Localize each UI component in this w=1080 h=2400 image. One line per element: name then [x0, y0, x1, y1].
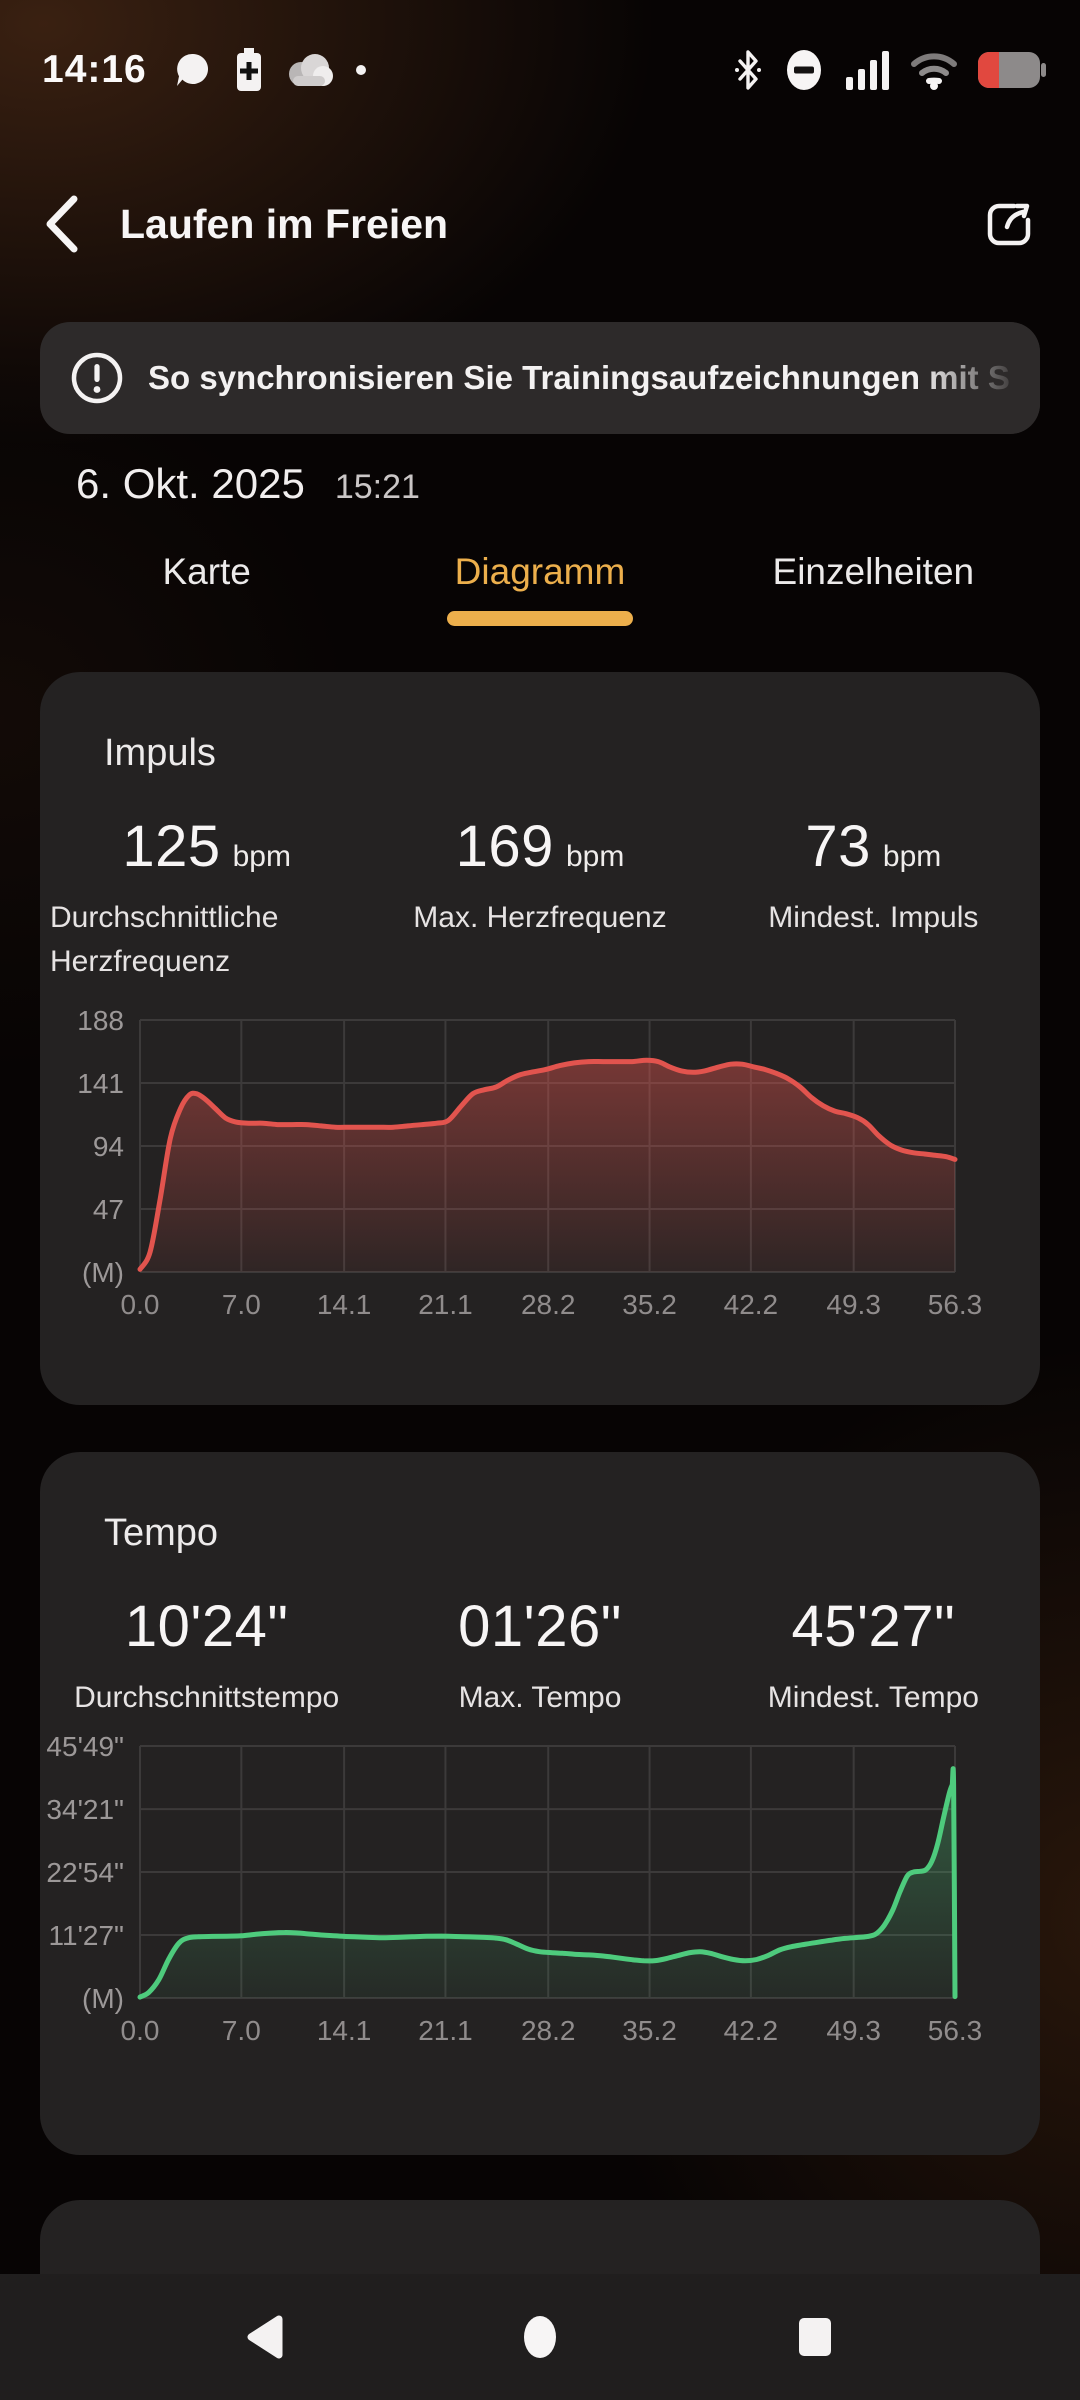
svg-text:21.1: 21.1 — [418, 1289, 473, 1320]
session-time: 15:21 — [334, 468, 420, 506]
notification-dot-icon — [355, 64, 367, 76]
clock: 14:16 — [42, 48, 147, 91]
alert-circle-icon — [71, 352, 123, 404]
page-title: Laufen im Freien — [120, 200, 449, 247]
nav-home-icon — [524, 2316, 556, 2358]
nav-recents-icon — [799, 2318, 831, 2356]
svg-text:7.0: 7.0 — [222, 1289, 261, 1320]
svg-text:45'49": 45'49" — [46, 1732, 124, 1762]
battery-saver-icon — [235, 48, 263, 92]
svg-text:(M): (M) — [82, 1983, 124, 2014]
session-date: 6. Okt. 2025 — [76, 460, 305, 507]
stat-avg-pace: 10'24" Durchschnittstempo — [74, 1594, 340, 1714]
stat-max-pace: 01'26" Max. Tempo — [458, 1594, 622, 1714]
nav-recents-button[interactable] — [780, 2302, 850, 2372]
svg-text:28.2: 28.2 — [521, 1289, 576, 1320]
stat-avg-hr: 125 bpm Durchschnittliche Herzfrequenz — [50, 814, 291, 978]
tab-einzelheiten[interactable]: Einzelheiten — [772, 551, 975, 592]
active-tab-underline — [446, 611, 633, 626]
do-not-disturb-icon — [782, 47, 826, 93]
heart-rate-chart[interactable]: 188 141 94 47 (M)0.0 7.0 14.1 21.1 28.2 35.2 42.2 4… — [40, 1006, 1040, 1322]
back-button[interactable] — [42, 189, 98, 259]
sync-tip-banner[interactable]: So synchronisieren Sie Trainingsaufzeich… — [40, 322, 1040, 434]
nav-home-button[interactable] — [505, 2302, 575, 2372]
svg-text:42.2: 42.2 — [724, 2015, 779, 2046]
svg-text:141: 141 — [77, 1068, 124, 1099]
bluetooth-icon — [734, 48, 762, 92]
chat-bubble-icon — [173, 50, 213, 90]
wifi-icon — [910, 50, 958, 90]
svg-text:94: 94 — [93, 1131, 124, 1162]
svg-text:0.0: 0.0 — [121, 2015, 160, 2046]
svg-text:42.2: 42.2 — [724, 1289, 779, 1320]
nav-back-button[interactable] — [230, 2302, 300, 2372]
svg-text:34'21": 34'21" — [46, 1794, 124, 1825]
chevron-left-icon — [46, 195, 78, 253]
svg-text:7.0: 7.0 — [222, 2015, 261, 2046]
svg-text:28.2: 28.2 — [521, 2015, 576, 2046]
svg-text:14.1: 14.1 — [317, 2015, 372, 2046]
share-button[interactable] — [978, 193, 1040, 255]
heart-rate-card: Impuls 125 bpm Durchschnittliche Herzfreq… — [40, 672, 1040, 1405]
cell-signal-icon — [846, 49, 890, 91]
banner-text: So synchronisieren Sie Trainingsaufzeich… — [148, 359, 1010, 396]
svg-text:56.3: 56.3 — [928, 2015, 983, 2046]
svg-text:22'54": 22'54" — [46, 1857, 124, 1888]
battery-icon — [978, 52, 1046, 88]
tab-diagramm[interactable]: Diagramm — [373, 545, 706, 635]
weather-cloud-icon — [285, 52, 333, 88]
svg-text:(M): (M) — [82, 1257, 124, 1288]
svg-text:0.0: 0.0 — [121, 1289, 160, 1320]
nav-back-icon — [247, 2315, 283, 2359]
stat-max-hr: 169 bpm Max. Herzfrequenz — [413, 814, 667, 934]
pace-chart[interactable]: 45'49" 34'21" 22'54" 11'27" (M)0.0 7.0 14.1 21.… — [40, 1732, 1040, 2048]
card-title-impuls: Impuls — [104, 732, 216, 774]
app-header: Laufen im Freien — [42, 178, 1040, 270]
status-bar: 14:16 — [42, 38, 1046, 102]
tab-karte[interactable]: Karte — [162, 551, 251, 592]
svg-text:188: 188 — [77, 1006, 124, 1036]
svg-text:47: 47 — [93, 1194, 124, 1225]
android-nav-bar — [0, 2274, 1080, 2400]
session-datetime: 6. Okt. 2025 15:21 — [76, 460, 420, 508]
svg-text:35.2: 35.2 — [622, 1289, 677, 1320]
svg-text:21.1: 21.1 — [418, 2015, 473, 2046]
svg-text:49.3: 49.3 — [826, 2015, 881, 2046]
svg-text:14.1: 14.1 — [317, 1289, 372, 1320]
share-icon — [987, 203, 1031, 246]
svg-text:35.2: 35.2 — [622, 2015, 677, 2046]
card-title-tempo: Tempo — [104, 1512, 219, 1554]
svg-text:56.3: 56.3 — [928, 1289, 983, 1320]
heart-rate-stats: 125 bpm Durchschnittliche Herzfrequenz 16… — [40, 813, 1040, 984]
svg-text:49.3: 49.3 — [826, 1289, 881, 1320]
tab-bar: Karte Diagramm Einzelheiten — [40, 545, 1040, 635]
pace-stats: 10'24" Durchschnittstempo 01'26" Max. Te… — [40, 1593, 1040, 1720]
svg-text:11'27": 11'27" — [49, 1920, 125, 1951]
stat-min-pace: 45'27" Mindest. Tempo — [767, 1594, 979, 1714]
stat-min-hr: 73 bpm Mindest. Impuls — [768, 814, 979, 934]
pace-card: Tempo 10'24" Durchschnittstempo 01'26" M… — [40, 1452, 1040, 2155]
